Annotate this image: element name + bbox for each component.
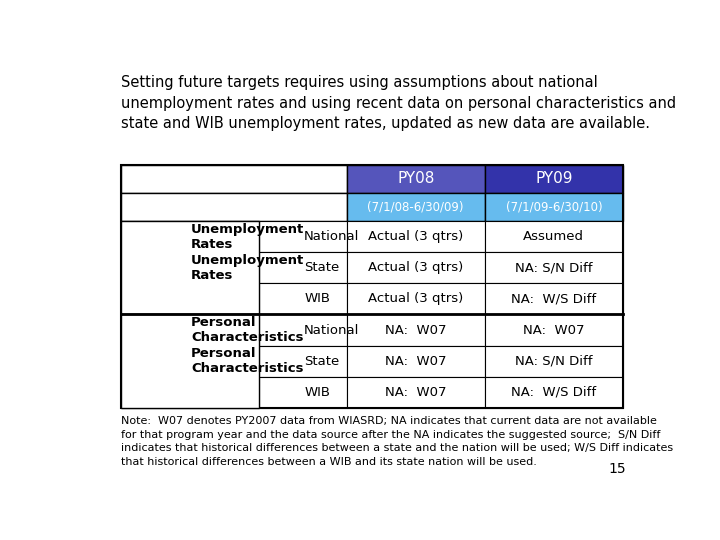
Text: Personal
Characteristics: Personal Characteristics — [191, 316, 304, 344]
Bar — [347, 221, 485, 252]
Bar — [121, 252, 258, 284]
Bar — [485, 284, 623, 314]
Bar — [258, 252, 346, 284]
Bar — [485, 252, 623, 284]
Text: WIB: WIB — [304, 386, 330, 399]
Text: National: National — [304, 323, 359, 336]
Text: Setting future targets requires using assumptions about national
unemployment ra: Setting future targets requires using as… — [121, 75, 676, 131]
Text: (7/1/09-6/30/10): (7/1/09-6/30/10) — [505, 200, 602, 213]
Text: NA:  W07: NA: W07 — [523, 323, 585, 336]
Text: State: State — [304, 355, 339, 368]
Bar — [485, 346, 623, 377]
Text: WIB: WIB — [304, 293, 330, 306]
Text: NA:  W07: NA: W07 — [385, 386, 446, 399]
Bar — [121, 193, 346, 221]
Text: State: State — [304, 261, 339, 274]
Text: NA: S/N Diff: NA: S/N Diff — [515, 355, 593, 368]
Bar — [347, 346, 485, 377]
Text: National: National — [304, 230, 359, 243]
Bar — [485, 377, 623, 408]
Bar — [347, 314, 485, 346]
Bar — [258, 221, 346, 252]
Text: NA:  W/S Diff: NA: W/S Diff — [511, 293, 596, 306]
Bar — [121, 165, 346, 193]
Text: (7/1/08-6/30/09): (7/1/08-6/30/09) — [367, 200, 464, 213]
Text: Note:  W07 denotes PY2007 data from WIASRD; NA indicates that current data are n: Note: W07 denotes PY2007 data from WIASR… — [121, 416, 672, 467]
Text: PY09: PY09 — [535, 171, 572, 186]
Bar — [258, 377, 346, 408]
Text: Actual (3 qtrs): Actual (3 qtrs) — [368, 261, 464, 274]
Bar — [121, 346, 258, 377]
Bar — [121, 314, 258, 346]
Text: Unemployment
Rates: Unemployment Rates — [191, 222, 305, 251]
Text: Assumed: Assumed — [523, 230, 585, 243]
Bar — [121, 284, 258, 314]
Text: 15: 15 — [608, 462, 626, 476]
Bar — [485, 221, 623, 252]
Bar — [347, 165, 485, 193]
Bar — [347, 377, 485, 408]
Bar — [258, 346, 346, 377]
Bar — [121, 377, 258, 408]
Bar — [121, 221, 258, 252]
Bar — [347, 193, 485, 221]
Bar — [347, 284, 485, 314]
Text: NA:  W07: NA: W07 — [385, 355, 446, 368]
Text: Personal
Characteristics: Personal Characteristics — [191, 347, 304, 375]
Bar — [485, 314, 623, 346]
Text: NA:  W/S Diff: NA: W/S Diff — [511, 386, 596, 399]
Text: NA:  W07: NA: W07 — [385, 323, 446, 336]
Text: Actual (3 qtrs): Actual (3 qtrs) — [368, 230, 464, 243]
Text: NA: S/N Diff: NA: S/N Diff — [515, 261, 593, 274]
Text: PY08: PY08 — [397, 171, 434, 186]
Bar — [485, 193, 623, 221]
Bar — [258, 284, 346, 314]
Text: Unemployment
Rates: Unemployment Rates — [191, 254, 305, 282]
Bar — [485, 165, 623, 193]
Bar — [258, 314, 346, 346]
Text: Actual (3 qtrs): Actual (3 qtrs) — [368, 293, 464, 306]
Bar — [347, 252, 485, 284]
